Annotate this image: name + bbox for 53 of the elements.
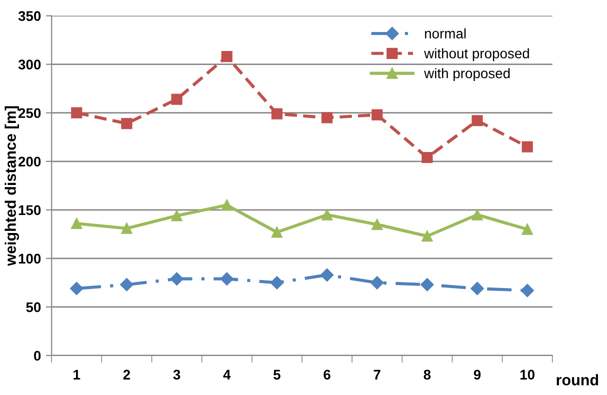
point (70, 282, 84, 296)
point (472, 115, 483, 126)
y-tick-label: 350 (18, 11, 41, 21)
point (320, 268, 334, 282)
point (271, 226, 282, 238)
point (270, 276, 284, 290)
x-tick-label: 2 (123, 370, 130, 380)
x-tick-label: 3 (173, 370, 180, 380)
x-tick-label: 4 (223, 370, 231, 380)
point (520, 284, 534, 298)
y-tick-label: 50 (26, 302, 41, 312)
point (120, 278, 134, 292)
point (221, 200, 232, 211)
point (71, 107, 82, 118)
x-tick-label: 1 (74, 370, 80, 380)
point (221, 51, 232, 62)
point (422, 230, 433, 242)
y-tick-label: 250 (18, 108, 41, 118)
x-tick-label: 10 (520, 370, 534, 380)
point (321, 209, 333, 220)
point (271, 108, 282, 120)
point (420, 278, 434, 292)
y-tick-label: 300 (18, 60, 41, 70)
point (372, 218, 383, 230)
y-tick-label: 0 (34, 350, 41, 361)
point (171, 94, 182, 105)
legend-label: without proposed (424, 48, 529, 62)
y-tick-label: 150 (18, 205, 41, 216)
legend-label: normal (425, 28, 466, 38)
point (372, 109, 383, 120)
point (220, 272, 234, 286)
point (71, 218, 82, 230)
point (171, 210, 182, 222)
x-axis-title: round (556, 374, 598, 386)
point (121, 222, 132, 234)
point (470, 282, 484, 296)
x-tick-label: 8 (424, 370, 431, 380)
legend-label: with proposed (424, 68, 510, 82)
point (170, 272, 184, 286)
y-tick-label: 200 (18, 156, 41, 167)
point (472, 209, 483, 220)
point (422, 152, 433, 164)
point (522, 141, 533, 152)
x-tick-label: 9 (474, 370, 481, 380)
y-axis-title: weighted distance [m] (4, 106, 20, 266)
point (522, 224, 533, 235)
x-tick-label: 7 (374, 370, 380, 380)
point (321, 112, 333, 124)
point (121, 118, 132, 130)
x-tick-label: 6 (324, 370, 330, 380)
y-tick-label: 100 (18, 254, 41, 264)
point (370, 276, 384, 290)
x-tick-label: 5 (274, 370, 280, 380)
